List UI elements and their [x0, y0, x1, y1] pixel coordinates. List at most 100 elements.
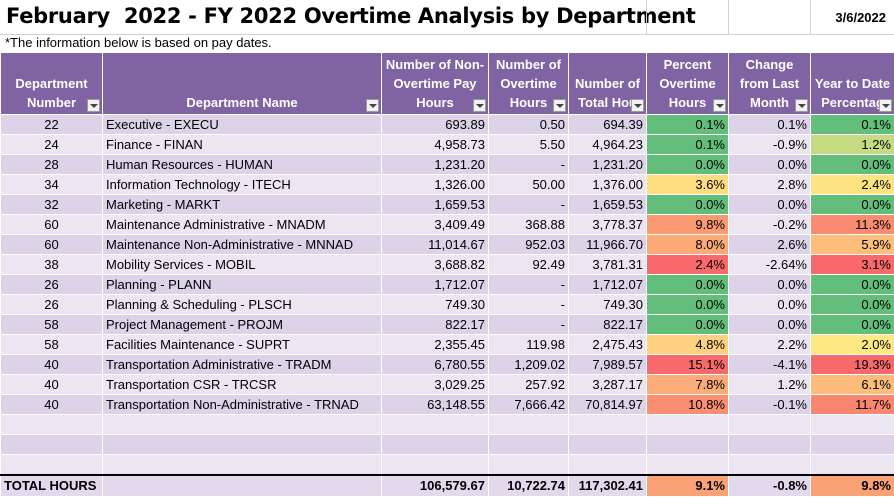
- totals-change-last-month[interactable]: -0.8%: [728, 473, 811, 497]
- cell-ytd-percentage[interactable]: 3.1%: [810, 254, 894, 275]
- cell-overtime-hours[interactable]: 119.98: [488, 334, 569, 355]
- cell-dept-number[interactable]: 26: [0, 274, 103, 295]
- cell-percent-overtime[interactable]: 8.0%: [646, 234, 729, 255]
- cell-dept-number[interactable]: 32: [0, 194, 103, 215]
- empty-cell[interactable]: [568, 434, 647, 455]
- cell-dept-number[interactable]: 24: [0, 134, 103, 155]
- cell-non-overtime-hours[interactable]: 11,014.67: [381, 234, 489, 255]
- totals-ytd-percentage[interactable]: 9.8%: [810, 473, 894, 497]
- cell-overtime-hours[interactable]: 257.92: [488, 374, 569, 395]
- cell-total-hours[interactable]: 3,781.31: [568, 254, 647, 275]
- cell-ytd-percentage[interactable]: 0.0%: [810, 274, 894, 295]
- cell-overtime-hours[interactable]: 0.50: [488, 114, 569, 135]
- cell-ytd-percentage[interactable]: 0.0%: [810, 194, 894, 215]
- cell-change-last-month[interactable]: 2.6%: [728, 234, 811, 255]
- cell-overtime-hours[interactable]: 7,666.42: [488, 394, 569, 415]
- cell-total-hours[interactable]: 1,231.20: [568, 154, 647, 175]
- cell-percent-overtime[interactable]: 0.1%: [646, 134, 729, 155]
- cell-change-last-month[interactable]: 2.2%: [728, 334, 811, 355]
- filter-dropdown-icon[interactable]: [87, 99, 100, 112]
- cell-total-hours[interactable]: 3,287.17: [568, 374, 647, 395]
- cell-change-last-month[interactable]: -2.64%: [728, 254, 811, 275]
- cell-dept-name[interactable]: Executive - EXECU: [102, 114, 382, 135]
- cell-change-last-month[interactable]: 0.0%: [728, 314, 811, 335]
- cell-dept-name[interactable]: Transportation Non-Administrative - TRNA…: [102, 394, 382, 415]
- cell-percent-overtime[interactable]: 0.1%: [646, 114, 729, 135]
- empty-cell[interactable]: [568, 454, 647, 475]
- cell-ytd-percentage[interactable]: 0.0%: [810, 154, 894, 175]
- filter-dropdown-icon[interactable]: [473, 99, 486, 112]
- cell-dept-number[interactable]: 60: [0, 214, 103, 235]
- cell-percent-overtime[interactable]: 3.6%: [646, 174, 729, 195]
- cell-dept-number[interactable]: 38: [0, 254, 103, 275]
- totals-total-hours[interactable]: 117,302.41: [568, 473, 647, 497]
- empty-cell[interactable]: [381, 414, 489, 435]
- cell-change-last-month[interactable]: -4.1%: [728, 354, 811, 375]
- cell-non-overtime-hours[interactable]: 1,659.53: [381, 194, 489, 215]
- cell-percent-overtime[interactable]: 4.8%: [646, 334, 729, 355]
- cell-percent-overtime[interactable]: 0.0%: [646, 194, 729, 215]
- totals-blank[interactable]: [102, 473, 382, 497]
- cell-non-overtime-hours[interactable]: 63,148.55: [381, 394, 489, 415]
- empty-cell[interactable]: [810, 454, 894, 475]
- empty-cell[interactable]: [488, 414, 569, 435]
- empty-cell[interactable]: [810, 434, 894, 455]
- cell-ytd-percentage[interactable]: 0.0%: [810, 294, 894, 315]
- cell-change-last-month[interactable]: 2.8%: [728, 174, 811, 195]
- cell-dept-number[interactable]: 34: [0, 174, 103, 195]
- cell-total-hours[interactable]: 70,814.97: [568, 394, 647, 415]
- cell-overtime-hours[interactable]: 92.49: [488, 254, 569, 275]
- cell-percent-overtime[interactable]: 0.0%: [646, 294, 729, 315]
- cell-percent-overtime[interactable]: 10.8%: [646, 394, 729, 415]
- cell-non-overtime-hours[interactable]: 822.17: [381, 314, 489, 335]
- empty-cell[interactable]: [488, 454, 569, 475]
- cell-ytd-percentage[interactable]: 0.1%: [810, 114, 894, 135]
- cell-overtime-hours[interactable]: -: [488, 294, 569, 315]
- empty-cell[interactable]: [728, 454, 811, 475]
- cell-overtime-hours[interactable]: 5.50: [488, 134, 569, 155]
- cell-change-last-month[interactable]: 0.0%: [728, 154, 811, 175]
- cell-dept-name[interactable]: Transportation Administrative - TRADM: [102, 354, 382, 375]
- cell-overtime-hours[interactable]: 368.88: [488, 214, 569, 235]
- cell-ytd-percentage[interactable]: 2.0%: [810, 334, 894, 355]
- cell-ytd-percentage[interactable]: 2.4%: [810, 174, 894, 195]
- cell-total-hours[interactable]: 749.30: [568, 294, 647, 315]
- filter-dropdown-icon[interactable]: [366, 99, 379, 112]
- cell-overtime-hours[interactable]: -: [488, 194, 569, 215]
- cell-change-last-month[interactable]: 0.0%: [728, 294, 811, 315]
- empty-cell[interactable]: [810, 414, 894, 435]
- filter-dropdown-icon[interactable]: [879, 99, 892, 112]
- cell-total-hours[interactable]: 2,475.43: [568, 334, 647, 355]
- cell-dept-number[interactable]: 40: [0, 374, 103, 395]
- cell-total-hours[interactable]: 1,659.53: [568, 194, 647, 215]
- cell-percent-overtime[interactable]: 0.0%: [646, 314, 729, 335]
- cell-percent-overtime[interactable]: 9.8%: [646, 214, 729, 235]
- cell-dept-name[interactable]: Maintenance Administrative - MNADM: [102, 214, 382, 235]
- cell-dept-number[interactable]: 58: [0, 314, 103, 335]
- cell-dept-name[interactable]: Mobility Services - MOBIL: [102, 254, 382, 275]
- cell-change-last-month[interactable]: -0.9%: [728, 134, 811, 155]
- cell-total-hours[interactable]: 3,778.37: [568, 214, 647, 235]
- empty-cell[interactable]: [728, 414, 811, 435]
- cell-non-overtime-hours[interactable]: 1,231.20: [381, 154, 489, 175]
- cell-change-last-month[interactable]: -0.2%: [728, 214, 811, 235]
- cell-total-hours[interactable]: 1,712.07: [568, 274, 647, 295]
- cell-overtime-hours[interactable]: 1,209.02: [488, 354, 569, 375]
- cell-dept-name[interactable]: Facilities Maintenance - SUPRT: [102, 334, 382, 355]
- empty-cell[interactable]: [646, 414, 729, 435]
- cell-percent-overtime[interactable]: 0.0%: [646, 274, 729, 295]
- cell-total-hours[interactable]: 822.17: [568, 314, 647, 335]
- cell-ytd-percentage[interactable]: 11.7%: [810, 394, 894, 415]
- cell-non-overtime-hours[interactable]: 2,355.45: [381, 334, 489, 355]
- cell-total-hours[interactable]: 1,376.00: [568, 174, 647, 195]
- cell-ytd-percentage[interactable]: 1.2%: [810, 134, 894, 155]
- cell-ytd-percentage[interactable]: 19.3%: [810, 354, 894, 375]
- cell-overtime-hours[interactable]: -: [488, 274, 569, 295]
- cell-change-last-month[interactable]: 1.2%: [728, 374, 811, 395]
- cell-ytd-percentage[interactable]: 6.1%: [810, 374, 894, 395]
- empty-cell[interactable]: [102, 454, 382, 475]
- empty-cell[interactable]: [0, 414, 103, 435]
- totals-percent-overtime[interactable]: 9.1%: [646, 473, 729, 497]
- totals-non-overtime-hours[interactable]: 106,579.67: [381, 473, 489, 497]
- cell-dept-name[interactable]: Planning - PLANN: [102, 274, 382, 295]
